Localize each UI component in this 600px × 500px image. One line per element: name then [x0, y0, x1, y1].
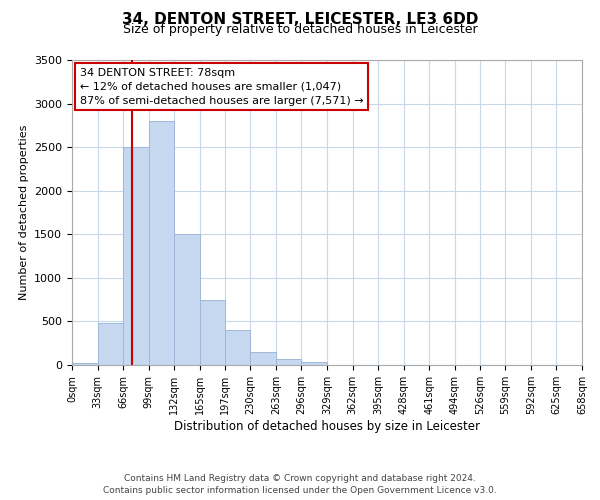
Bar [72, 363, 98, 365]
Bar [250, 352, 276, 365]
X-axis label: Distribution of detached houses by size in Leicester: Distribution of detached houses by size … [174, 420, 480, 432]
Text: Contains HM Land Registry data © Crown copyright and database right 2024.
Contai: Contains HM Land Registry data © Crown c… [103, 474, 497, 495]
Bar [175, 234, 200, 365]
Text: Size of property relative to detached houses in Leicester: Size of property relative to detached ho… [122, 22, 478, 36]
Bar [98, 323, 123, 365]
Bar [224, 330, 250, 365]
Bar [200, 300, 224, 365]
Bar [123, 147, 149, 365]
Y-axis label: Number of detached properties: Number of detached properties [19, 125, 29, 300]
Bar [149, 121, 175, 365]
Bar [301, 362, 327, 365]
Text: 34 DENTON STREET: 78sqm
← 12% of detached houses are smaller (1,047)
87% of semi: 34 DENTON STREET: 78sqm ← 12% of detache… [80, 68, 363, 106]
Bar [276, 359, 301, 365]
Text: 34, DENTON STREET, LEICESTER, LE3 6DD: 34, DENTON STREET, LEICESTER, LE3 6DD [122, 12, 478, 28]
